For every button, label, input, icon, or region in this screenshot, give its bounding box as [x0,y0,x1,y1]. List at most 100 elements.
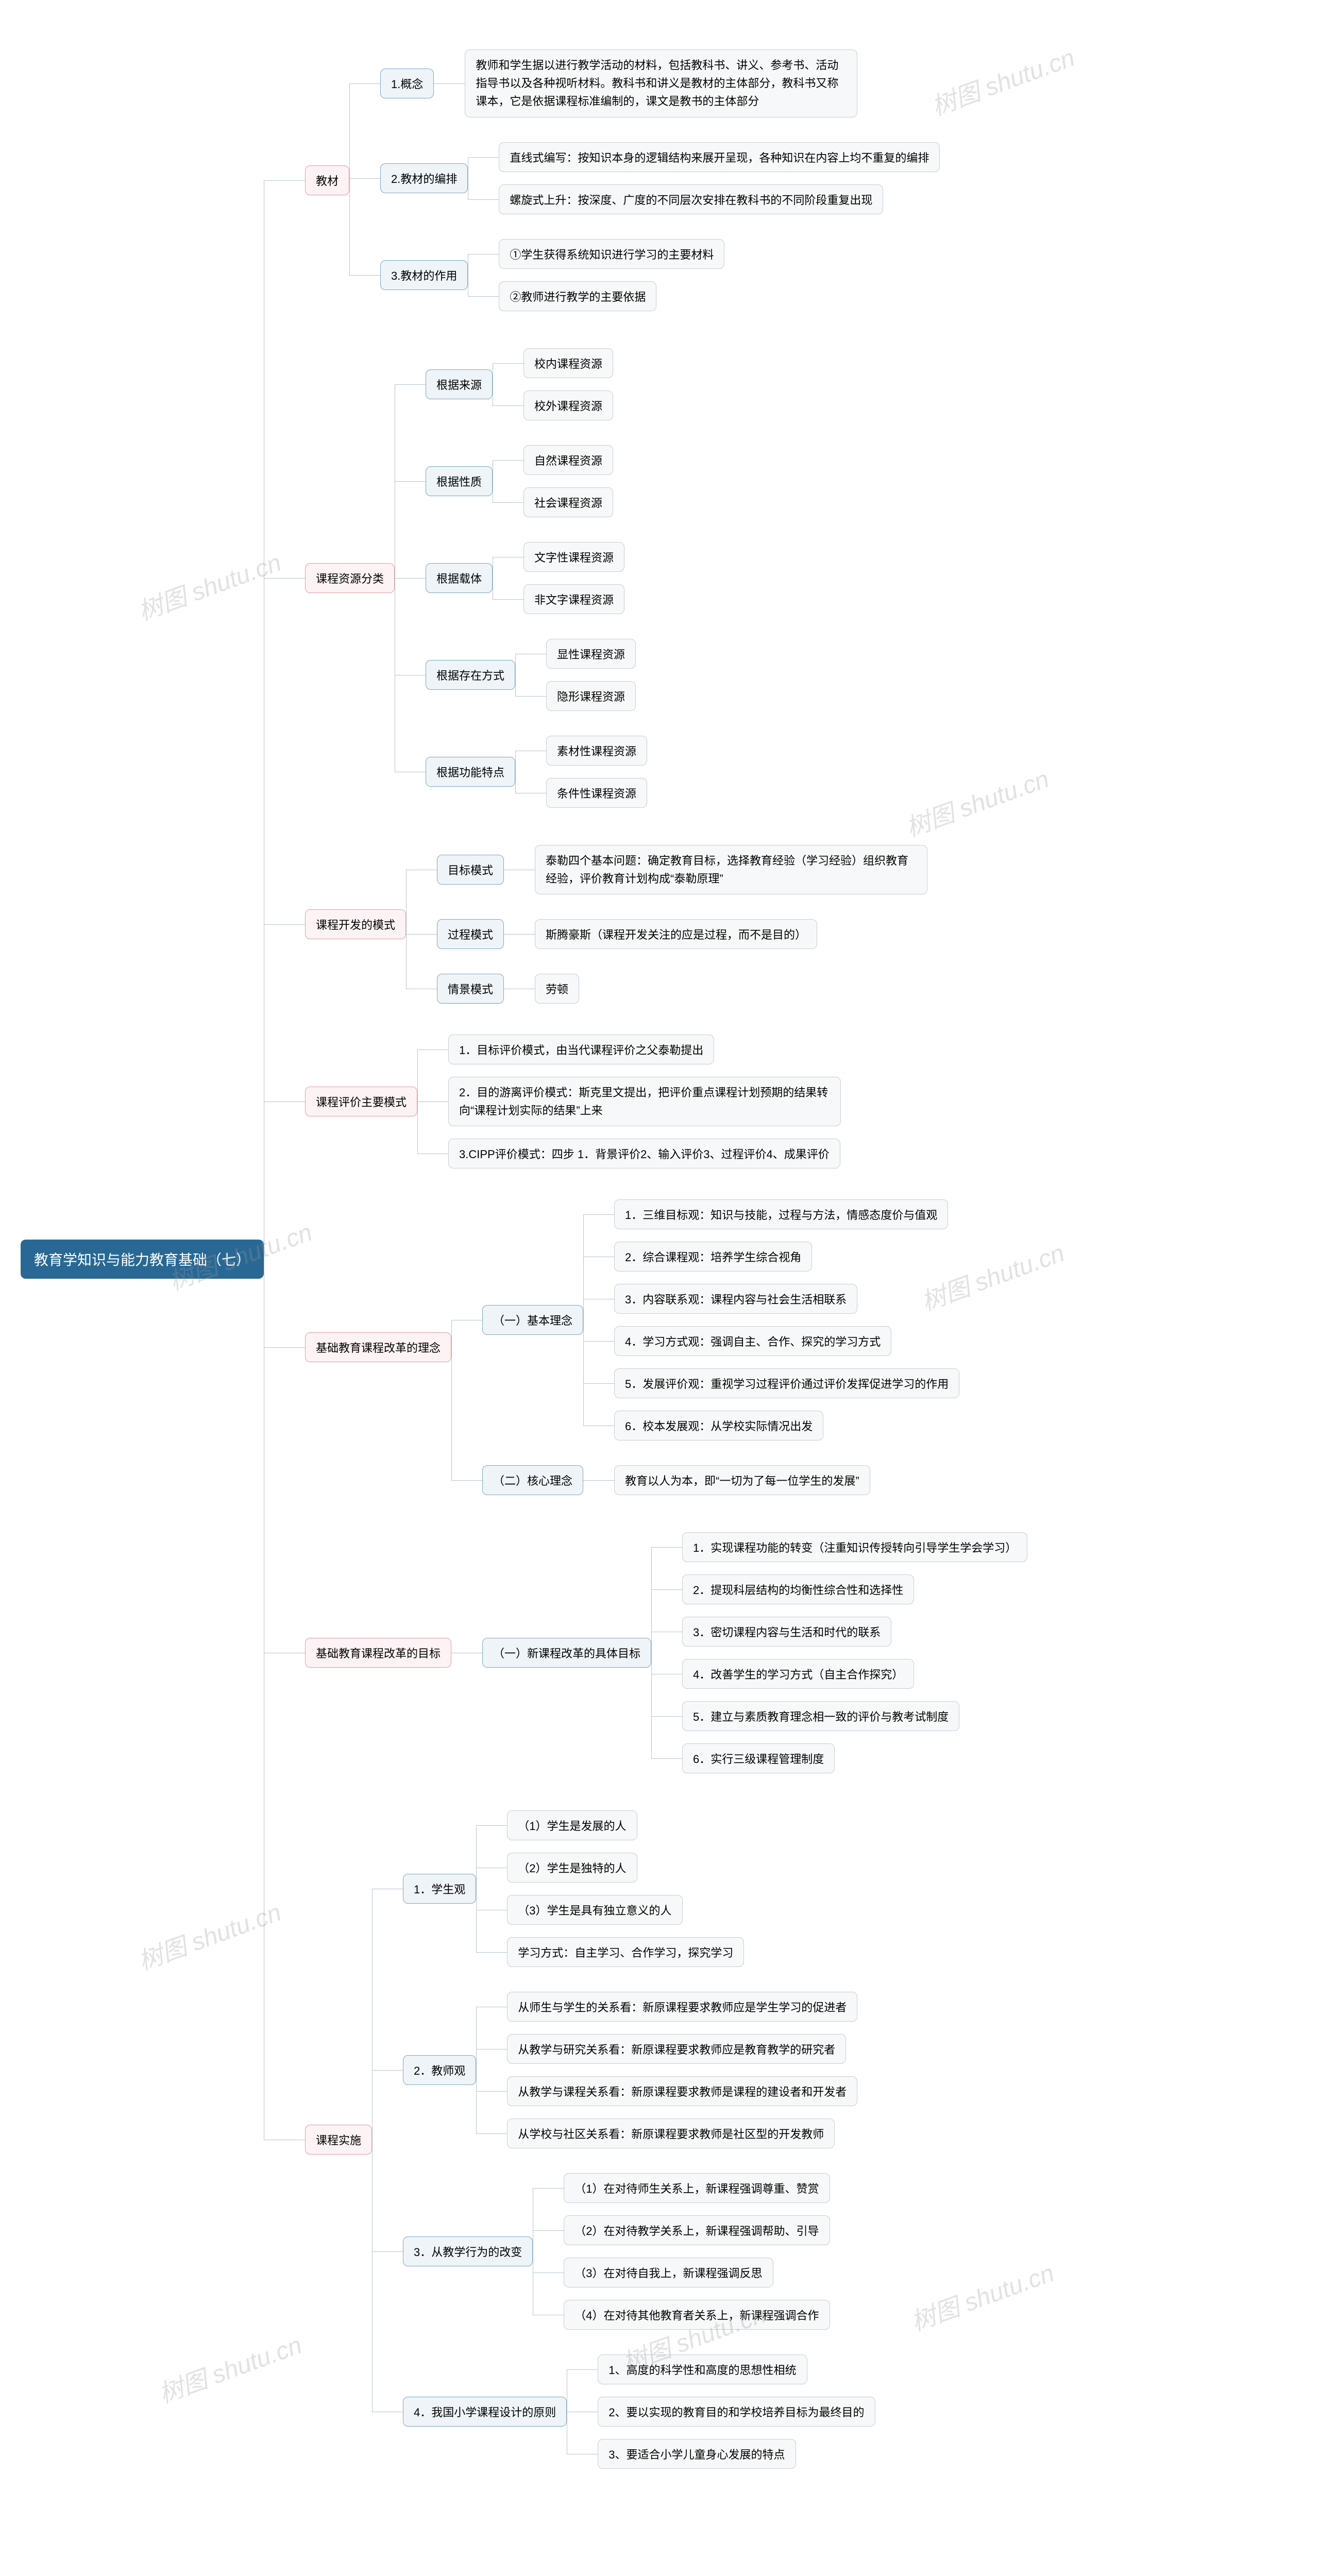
sub-node[interactable]: （一）新课程改革的具体目标 [482,1638,651,1668]
leaf-node[interactable]: 从教学与课程关系看：新原课程要求教师是课程的建设者和开发者 [507,2076,857,2106]
leaf-node[interactable]: 斯腾豪斯（课程开发关注的应是过程，而不是目的） [535,919,817,949]
leaf-node[interactable]: 2、要以实现的教育目的和学校培养目标为最终目的 [598,2397,875,2427]
children-group: （1）学生是发展的人 （2）学生是独特的人 （3）学生是具有独立意义的人学习方式：自… [507,1804,744,1973]
leaf-node[interactable]: 文字性课程资源 [523,542,624,572]
branch: 3．内容联系观：课程内容与社会生活相联系 [614,1284,959,1314]
sub-node[interactable]: 根据功能特点 [426,757,515,787]
branch: 课程开发的模式 目标模式 泰勒四个基本问题：确定教育目标，选择教育经验（学习经验）组… [305,833,1027,1016]
branch: 5．发展评价观：重视学习过程评价通过评价发挥促进学习的作用 [614,1368,959,1398]
branch: 校内课程资源 [523,348,613,378]
branch: 劳顿 [535,974,579,1004]
leaf-node[interactable]: （2）学生是独特的人 [507,1853,637,1883]
branch: 斯腾豪斯（课程开发关注的应是过程，而不是目的） [535,919,817,949]
leaf-node[interactable]: 显性课程资源 [546,639,636,669]
leaf-node[interactable]: 泰勒四个基本问题：确定教育目标，选择教育经验（学习经验）组织教育经验，评价教育计… [535,845,927,894]
leaf-node[interactable]: 1．目标评价模式，由当代课程评价之父泰勒提出 [448,1035,714,1064]
leaf-node[interactable]: 素材性课程资源 [546,736,647,766]
leaf-node[interactable]: （3）学生是具有独立意义的人 [507,1895,682,1925]
leaf-node[interactable]: 6．实行三级课程管理制度 [682,1743,835,1773]
sub-node[interactable]: 目标模式 [437,855,504,885]
children-group: 1.概念 教师和学生据以进行教学活动的材料，包括教科书、讲义、参考书、活动指导书以… [380,37,940,324]
branch: 目标模式 泰勒四个基本问题：确定教育目标，选择教育经验（学习经验）组织教育经验，评… [437,839,927,901]
leaf-node[interactable]: 校外课程资源 [523,391,613,420]
leaf-node[interactable]: 3．密切课程内容与生活和时代的联系 [682,1617,891,1647]
branch: 4．改善学生的学习方式（自主合作探究） [682,1659,1027,1689]
leaf-node[interactable]: 1、高度的科学性和高度的思想性相统 [598,2354,807,2384]
leaf-node[interactable]: 社会课程资源 [523,487,613,517]
sub-node[interactable]: 2．教师观 [403,2055,476,2085]
sub-node[interactable]: 4．我国小学课程设计的原则 [403,2397,567,2427]
leaf-node[interactable]: 自然课程资源 [523,445,613,475]
leaf-node[interactable]: 1．三维目标观：知识与技能，过程与方法，情感态度价与值观 [614,1199,948,1229]
leaf-node[interactable]: （3）在对待自我上，新课程强调反思 [564,2258,773,2287]
sub-node[interactable]: 情景模式 [437,974,504,1004]
leaf-node[interactable]: 2．提现科层结构的均衡性综合性和选择性 [682,1574,914,1604]
leaf-node[interactable]: 5．发展评价观：重视学习过程评价通过评价发挥促进学习的作用 [614,1368,959,1398]
leaf-node[interactable]: 从学校与社区关系看：新原课程要求教师是社区型的开发教师 [507,2119,835,2148]
leaf-node[interactable]: 3、要适合小学儿童身心发展的特点 [598,2439,796,2469]
category-node[interactable]: 教材 [305,165,349,195]
branch: ②教师进行教学的主要依据 [499,281,724,311]
children-group: 1、高度的科学性和高度的思想性相统 2、要以实现的教育目的和学校培养目标为最终目的… [598,2348,875,2475]
branch: 基础教育课程改革的理念 （一）基本理念 1．三维目标观：知识与技能，过程与方法，情感… [305,1187,1027,1507]
leaf-node[interactable]: 从教学与研究关系看：新原课程要求教师应是教育教学的研究者 [507,2034,846,2064]
leaf-node[interactable]: 1．实现课程功能的转变（注重知识传授转向引导学生学会学习） [682,1532,1027,1562]
leaf-node[interactable]: （1）学生是发展的人 [507,1810,637,1840]
sub-node[interactable]: 根据性质 [426,466,493,496]
sub-node[interactable]: （一）基本理念 [482,1305,583,1335]
leaf-node[interactable]: ②教师进行教学的主要依据 [499,281,656,311]
leaf-node[interactable]: （2）在对待教学关系上，新课程强调帮助、引导 [564,2215,830,2245]
category-node[interactable]: 课程资源分类 [305,563,395,593]
leaf-node[interactable]: 从师生与学生的关系看：新原课程要求教师应是学生学习的促进者 [507,1992,857,2022]
sub-node[interactable]: 3.教材的作用 [380,260,468,290]
leaf-node[interactable]: 隐形课程资源 [546,681,636,711]
branch: 1．学生观 （1）学生是发展的人 （2）学生是独特的人 （3）学生是具有独立意义的人学… [403,1804,875,1973]
leaf-node[interactable]: 4．改善学生的学习方式（自主合作探究） [682,1659,914,1689]
category-node[interactable]: 课程开发的模式 [305,909,406,939]
branch: 1．目标评价模式，由当代课程评价之父泰勒提出 [448,1035,841,1064]
sub-node[interactable]: 根据存在方式 [426,660,515,690]
leaf-node[interactable]: 3.CIPP评价模式：四步 1．背景评价2、输入评价3、过程评价4、成果评价 [448,1139,840,1168]
leaf-node[interactable]: 5．建立与素质教育理念相一致的评价与教考试制度 [682,1701,959,1731]
branch: 3.CIPP评价模式：四步 1．背景评价2、输入评价3、过程评价4、成果评价 [448,1139,841,1168]
category-node[interactable]: 课程评价主要模式 [305,1087,417,1116]
sub-node[interactable]: 根据来源 [426,369,493,399]
branch: 情景模式 劳顿 [437,968,927,1010]
category-node[interactable]: 基础教育课程改革的目标 [305,1638,451,1668]
leaf-node[interactable]: 学习方式：自主学习、合作学习，探究学习 [507,1937,744,1967]
leaf-node[interactable]: 非文字课程资源 [523,584,624,614]
leaf-node[interactable]: （4）在对待其他教育者关系上，新课程强调合作 [564,2300,830,2330]
branch: 非文字课程资源 [523,584,624,614]
branch: 教育以人为本，即“一切为了每一位学生的发展” [614,1465,870,1495]
category-node[interactable]: 基础教育课程改革的理念 [305,1332,451,1362]
sub-node[interactable]: （二）核心理念 [482,1465,583,1495]
branch: 课程实施 1．学生观 （1）学生是发展的人 （2）学生是独特的人 （3）学生是具有独立意… [305,1798,1027,2481]
branch: 1．实现课程功能的转变（注重知识传授转向引导学生学会学习） [682,1532,1027,1562]
sub-node[interactable]: 2.教材的编排 [380,163,468,193]
leaf-node[interactable]: 校内课程资源 [523,348,613,378]
leaf-node[interactable]: 直线式编写：按知识本身的逻辑结构来展开呈现，各种知识在内容上均不重复的编排 [499,142,940,172]
leaf-node[interactable]: 条件性课程资源 [546,778,647,808]
leaf-node[interactable]: 螺旋式上升：按深度、广度的不同层次安排在教科书的不同阶段重复出现 [499,184,883,214]
sub-node[interactable]: 过程模式 [437,919,504,949]
leaf-node[interactable]: 教育以人为本，即“一切为了每一位学生的发展” [614,1465,870,1495]
leaf-node[interactable]: 2．综合课程观：培养学生综合视角 [614,1242,812,1272]
leaf-node[interactable]: 6．校本发展观：从学校实际情况出发 [614,1411,823,1440]
leaf-node[interactable]: 2．目的游离评价模式：斯克里文提出，把评价重点课程计划预期的结果转向“课程计划实… [448,1077,841,1126]
leaf-node[interactable]: 劳顿 [535,974,579,1004]
sub-node[interactable]: 1．学生观 [403,1874,476,1904]
branch: 6．实行三级课程管理制度 [682,1743,1027,1773]
branch: 教师和学生据以进行教学活动的材料，包括教科书、讲义、参考书、活动指导书以及各种视… [465,49,857,117]
category-node[interactable]: 课程实施 [305,2125,372,2155]
branch: 3．从教学行为的改变 （1）在对待师生关系上，新课程强调尊重、赞赏 （2）在对待教学… [403,2167,875,2336]
leaf-node[interactable]: 3．内容联系观：课程内容与社会生活相联系 [614,1284,857,1314]
leaf-node[interactable]: （1）在对待师生关系上，新课程强调尊重、赞赏 [564,2173,830,2203]
root-node[interactable]: 教育学知识与能力教育基础（七） [21,1240,264,1279]
children-group: 素材性课程资源条件性课程资源 [546,730,647,814]
sub-node[interactable]: 3．从教学行为的改变 [403,2236,533,2266]
sub-node[interactable]: 根据载体 [426,563,493,593]
leaf-node[interactable]: ①学生获得系统知识进行学习的主要材料 [499,239,724,269]
leaf-node[interactable]: 4．学习方式观：强调自主、合作、探究的学习方式 [614,1326,891,1356]
leaf-node[interactable]: 教师和学生据以进行教学活动的材料，包括教科书、讲义、参考书、活动指导书以及各种视… [465,49,857,117]
sub-node[interactable]: 1.概念 [380,69,434,98]
